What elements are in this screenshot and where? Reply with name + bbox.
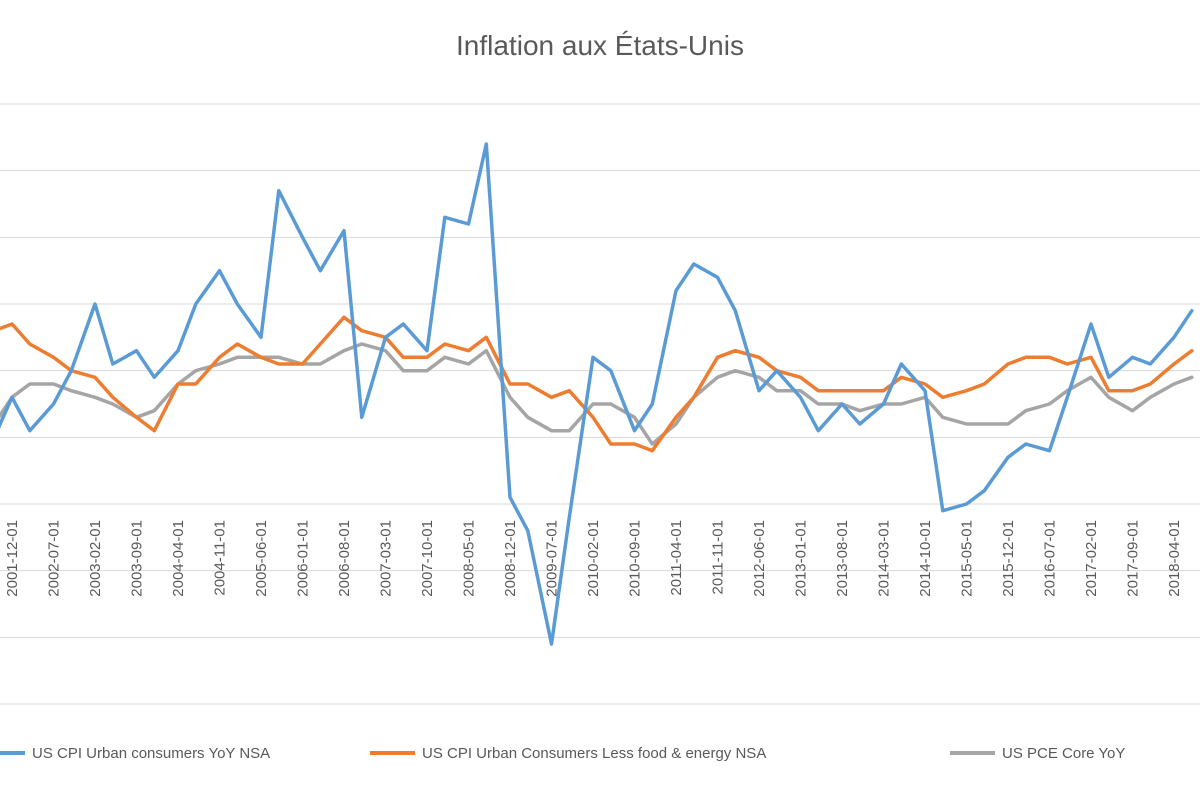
x-tick-label: 2018-04-01: [1166, 520, 1183, 597]
x-tick-label: 2015-12-01: [1000, 520, 1017, 597]
series-lines: [0, 142, 1194, 646]
x-tick-label: 2013-08-01: [834, 520, 851, 597]
x-tick-label: 2010-09-01: [627, 520, 644, 597]
x-tick-label: 2004-11-01: [212, 520, 229, 596]
x-tick-label: 2017-02-01: [1083, 520, 1100, 597]
x-tick-label: 2016-07-01: [1042, 520, 1059, 597]
x-tick-label: 2013-01-01: [793, 520, 810, 597]
chart-title: Inflation aux États-Unis: [456, 30, 744, 61]
x-tick-label: 2004-04-01: [170, 520, 187, 597]
x-tick-label: 2010-02-01: [585, 520, 602, 597]
legend-label: US CPI Urban consumers YoY NSA: [32, 745, 270, 762]
x-tick-label: 2014-10-01: [917, 520, 934, 597]
x-tick-label: 2001-12-01: [4, 520, 21, 597]
x-tick-label: 2008-12-01: [502, 520, 519, 597]
x-tick-label: 2011-04-01: [668, 520, 685, 596]
series-line-1: [0, 142, 1194, 646]
x-tick-label: 2006-01-01: [295, 520, 312, 597]
legend: US CPI Urban consumers YoY NSA US CPI Urb…: [0, 745, 1125, 762]
x-tick-label: 2012-06-01: [751, 520, 768, 597]
x-tick-label: 2014-03-01: [876, 520, 893, 597]
legend-label: US CPI Urban Consumers Less food & energ…: [422, 745, 766, 762]
x-tick-label: 2015-05-01: [959, 520, 976, 597]
x-tick-label: 2005-06-01: [253, 520, 270, 597]
x-tick-label: 2009-07-01: [544, 520, 561, 597]
legend-label: US PCE Core YoY: [1002, 745, 1125, 762]
x-tick-label: 2017-09-01: [1125, 520, 1142, 597]
x-tick-label: 2006-08-01: [336, 520, 353, 597]
x-tick-label: 2007-03-01: [378, 520, 395, 597]
x-tick-label: 2008-05-01: [461, 520, 478, 597]
x-tick-label: 2003-09-01: [129, 520, 146, 597]
series-line-2: [0, 315, 1194, 453]
x-tick-label: 2002-07-01: [46, 520, 63, 597]
x-tick-label: 2003-02-01: [87, 520, 104, 597]
x-tick-label: 2011-11-01: [710, 520, 727, 595]
x-tick-labels: 2001-12-01 2002-07-01 2003-02-01 2003-09-01…: [4, 520, 1183, 597]
x-tick-label: 2007-10-01: [419, 520, 436, 597]
